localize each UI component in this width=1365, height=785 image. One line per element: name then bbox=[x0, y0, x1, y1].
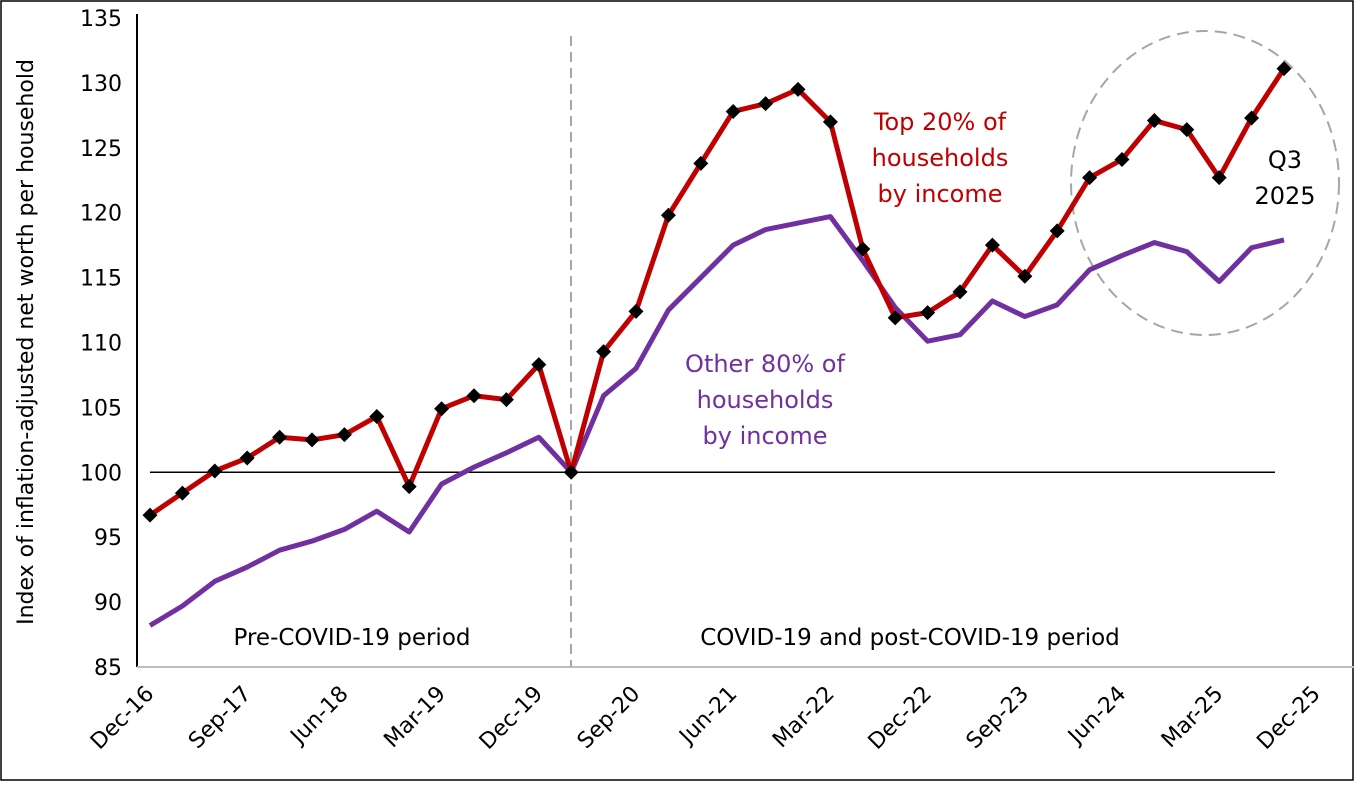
y-tick-label: 125 bbox=[80, 137, 122, 162]
data-point-marker bbox=[1179, 122, 1195, 138]
data-point-marker bbox=[466, 388, 482, 404]
data-point-marker bbox=[142, 507, 158, 523]
x-tick-label: Dec-16 bbox=[86, 682, 159, 755]
x-tick-label: Jun-21 bbox=[674, 682, 743, 751]
data-point-marker bbox=[628, 303, 644, 319]
data-point-marker bbox=[369, 408, 385, 424]
data-point-marker bbox=[725, 103, 741, 119]
highlight-label: Q3 bbox=[1268, 146, 1302, 174]
data-point-marker bbox=[693, 155, 709, 171]
data-point-marker bbox=[1276, 61, 1292, 77]
series-label-top-20: Top 20% of bbox=[873, 108, 1007, 136]
y-tick-label: 90 bbox=[94, 591, 122, 616]
data-point-marker bbox=[660, 207, 676, 223]
data-point-marker bbox=[596, 344, 612, 360]
data-point-marker bbox=[1017, 268, 1033, 284]
x-tick-label: Dec-25 bbox=[1252, 682, 1325, 755]
x-tick-label: Mar-22 bbox=[768, 682, 839, 753]
data-point-marker bbox=[1146, 113, 1162, 129]
data-point-marker bbox=[531, 357, 547, 373]
post-covid-period-label: COVID-19 and post-COVID-19 period bbox=[700, 625, 1120, 651]
x-tick-label: Jun-18 bbox=[285, 682, 354, 751]
x-tick-label: Dec-19 bbox=[475, 682, 548, 755]
series-label-other-80: households bbox=[697, 386, 834, 414]
x-tick-label: Sep-20 bbox=[573, 682, 645, 754]
data-point-marker bbox=[920, 305, 936, 321]
series-label-top-20: by income bbox=[878, 180, 1003, 208]
data-point-marker bbox=[563, 464, 579, 480]
highlight-label: 2025 bbox=[1254, 182, 1315, 210]
y-tick-label: 110 bbox=[80, 332, 122, 357]
x-tick-label: Jun-24 bbox=[1062, 682, 1131, 751]
y-tick-label: 105 bbox=[80, 396, 122, 421]
y-tick-label: 85 bbox=[94, 656, 122, 681]
data-point-marker bbox=[1114, 151, 1130, 167]
series-label-top-20: households bbox=[872, 144, 1009, 172]
y-tick-label: 135 bbox=[80, 7, 122, 32]
x-tick-label: Sep-23 bbox=[962, 682, 1034, 754]
data-point-marker bbox=[207, 463, 223, 479]
data-point-marker bbox=[272, 429, 288, 445]
y-tick-label: 115 bbox=[80, 267, 122, 292]
x-tick-label: Mar-19 bbox=[379, 682, 450, 753]
highlight-ellipse bbox=[1070, 30, 1340, 336]
y-axis-label: Index of inflation-adjusted net worth pe… bbox=[14, 59, 39, 625]
series-line-other-80 bbox=[148, 214, 1285, 628]
y-tick-label: 95 bbox=[94, 526, 122, 551]
data-point-marker bbox=[434, 401, 450, 417]
x-tick-label: Mar-25 bbox=[1157, 682, 1228, 753]
data-point-marker bbox=[1049, 223, 1065, 239]
data-point-marker bbox=[1244, 110, 1260, 126]
data-point-marker bbox=[984, 237, 1000, 253]
data-point-marker bbox=[1211, 170, 1227, 186]
data-point-marker bbox=[1082, 170, 1098, 186]
data-point-marker bbox=[952, 284, 968, 300]
data-point-marker bbox=[239, 450, 255, 466]
data-point-marker bbox=[498, 392, 514, 408]
y-tick-label: 130 bbox=[80, 72, 122, 97]
data-point-marker bbox=[401, 479, 417, 495]
data-point-marker bbox=[758, 96, 774, 112]
data-point-marker bbox=[887, 310, 903, 326]
data-point-marker bbox=[790, 81, 806, 97]
data-point-marker bbox=[822, 114, 838, 130]
data-point-marker bbox=[304, 432, 320, 448]
series-label-other-80: Other 80% of bbox=[685, 350, 845, 378]
data-point-marker bbox=[174, 485, 190, 501]
series-label-other-80: by income bbox=[703, 422, 828, 450]
x-tick-label: Dec-22 bbox=[864, 682, 937, 755]
x-tick-label: Sep-17 bbox=[184, 682, 256, 754]
pre-covid-period-label: Pre-COVID-19 period bbox=[234, 625, 471, 651]
data-point-marker bbox=[336, 427, 352, 443]
y-tick-label: 100 bbox=[80, 461, 122, 486]
data-point-marker bbox=[855, 241, 871, 257]
y-tick-label: 120 bbox=[80, 202, 122, 227]
